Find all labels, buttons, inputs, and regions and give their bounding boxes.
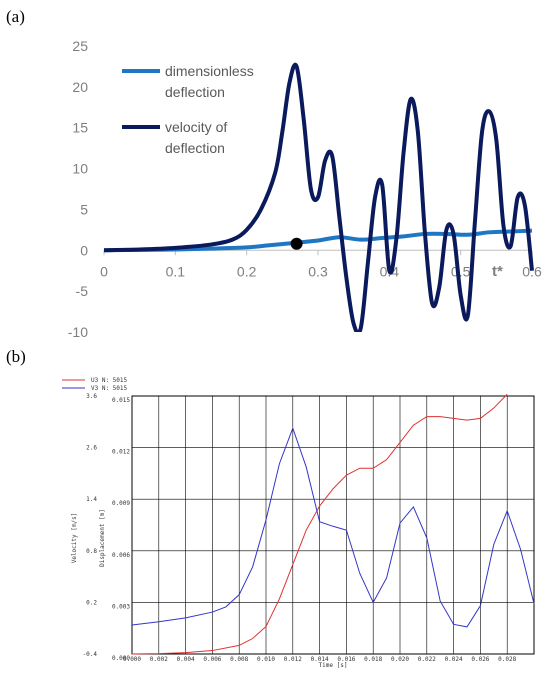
velocity-series-line — [103, 62, 534, 332]
x-tick-label: 0.002 — [150, 656, 168, 663]
x-tick-label: 0.028 — [498, 656, 516, 663]
chart-b-grid — [131, 395, 535, 655]
x-tick-label: 0.014 — [311, 656, 329, 663]
chart-a-series — [103, 62, 534, 332]
x-tick-label: 0.6 — [522, 263, 542, 279]
chart-b: U3 N: 5015 V3 N: 5015 0.000 0.002 0.004 0.0… — [62, 377, 535, 669]
chart-a-x-ticks: 0 0.1 0.2 0.3 0.4 0.5 0.6 — [100, 250, 542, 279]
x-tick-label: 0.012 — [284, 656, 302, 663]
chart-b-legend: U3 N: 5015 V3 N: 5015 — [62, 377, 128, 392]
y-right-tick-label: 0.006 — [112, 552, 130, 559]
x-tick-label: 0.020 — [391, 656, 409, 663]
x-tick-label: 0.016 — [337, 656, 355, 663]
y-left-tick-label: 0.2 — [86, 599, 97, 606]
x-tick-label: 0.010 — [257, 656, 275, 663]
u3-series-line — [131, 393, 508, 655]
y-right-tick-label: 0.012 — [112, 449, 130, 456]
chart-a-legend: dimensionless deflection velocity of def… — [122, 63, 254, 156]
x-tick-label: 0.008 — [230, 656, 248, 663]
x-tick-label: 0.000 — [123, 656, 141, 663]
x-tick-label: 0.018 — [364, 656, 382, 663]
y-right-tick-label: 0.009 — [112, 500, 130, 507]
y-tick-label: 5 — [80, 201, 88, 217]
chart-b-y-left-ticks: 3.6 2.6 1.4 0.8 0.2 -0.4 — [83, 393, 98, 658]
chart-a-y-ticks: 25 20 15 10 5 0 -5 -10 — [68, 38, 88, 340]
chart-b-x-ticks: 0.000 0.002 0.004 0.006 0.008 0.010 0.012 0.014… — [123, 656, 517, 663]
x-axis-label: Time [s] — [319, 662, 348, 669]
y-right-tick-label: 0.000 — [112, 655, 130, 662]
y-tick-label: 15 — [72, 120, 88, 136]
legend-label-u3: U3 N: 5015 — [91, 377, 128, 384]
y-left-tick-label: 3.6 — [86, 393, 97, 400]
v3-series-line — [131, 426, 535, 628]
y-tick-label: 20 — [72, 79, 88, 95]
x-tick-label: 0.2 — [237, 263, 257, 279]
x-tick-label: 0.1 — [166, 263, 186, 279]
y-right-axis-label: Displacement [m] — [99, 509, 106, 567]
legend-label-velocity-2: deflection — [165, 140, 225, 156]
y-left-tick-label: 0.8 — [86, 548, 97, 555]
y-tick-label: -5 — [76, 283, 89, 299]
panel-label-b: (b) — [6, 347, 26, 366]
panel-label-a: (a) — [6, 7, 25, 26]
x-tick-label: 0.022 — [418, 656, 436, 663]
legend-label-deflection-1: dimensionless — [165, 63, 254, 79]
plot-frame — [131, 395, 535, 655]
x-tick-label: 0.5 — [451, 263, 471, 279]
y-tick-label: 0 — [80, 242, 88, 258]
x-tick-label: 0.026 — [471, 656, 489, 663]
x-tick-label: 0 — [100, 263, 108, 279]
x-tick-label: 0.004 — [177, 656, 195, 663]
t-star-annotation: t* — [492, 263, 503, 280]
y-left-tick-label: -0.4 — [83, 651, 98, 658]
y-tick-label: -10 — [68, 324, 88, 340]
legend-label-velocity-1: velocity of — [165, 119, 227, 135]
y-left-axis-label: Velocity [m/s] — [71, 513, 78, 564]
chart-b-y-right-ticks: 0.015 0.012 0.009 0.006 0.003 0.000 — [112, 397, 130, 662]
x-tick-label: 0.006 — [203, 656, 221, 663]
y-left-tick-label: 2.6 — [86, 445, 97, 452]
chart-b-series — [131, 393, 535, 655]
y-right-tick-label: 0.015 — [112, 397, 130, 404]
deflection-series-line — [103, 228, 533, 253]
y-right-tick-label: 0.003 — [112, 603, 130, 610]
y-tick-label: 25 — [72, 38, 88, 54]
x-tick-label: 0.024 — [445, 656, 463, 663]
x-tick-label: 0.3 — [308, 263, 328, 279]
y-left-tick-label: 1.4 — [86, 496, 97, 503]
legend-label-v3: V3 N: 5015 — [91, 385, 128, 392]
legend-label-deflection-2: deflection — [165, 84, 225, 100]
highlight-point — [290, 237, 303, 250]
y-tick-label: 10 — [72, 161, 88, 177]
